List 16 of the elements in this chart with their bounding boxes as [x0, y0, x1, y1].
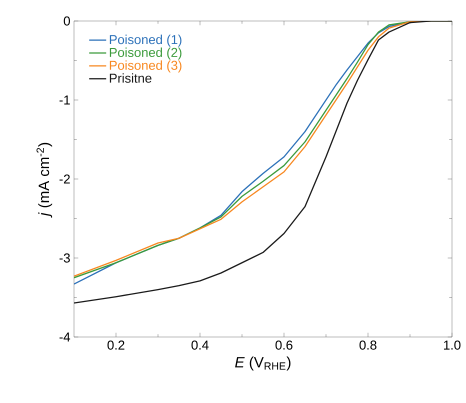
y-tick-label: -3	[60, 253, 70, 263]
legend-label: Prisitne	[110, 73, 152, 83]
legend-label: Poisoned (3)	[110, 60, 182, 72]
x-tick-label: 0.8	[360, 340, 376, 350]
x-tick-label: 0.4	[192, 340, 209, 350]
x-axis-title: E (V$_{RHE}$)	[235, 356, 290, 370]
x-tick-label: 1.0	[444, 340, 461, 350]
y-tick-label: -4	[60, 332, 70, 342]
y-tick-label: -1	[60, 96, 70, 104]
x-tick-label: 0.2	[108, 340, 124, 350]
y-tick-label: 0	[64, 16, 70, 26]
x-tick-label: 0.6	[276, 340, 292, 350]
y-axis-title: j (mA cm$^{-2}$)	[36, 142, 52, 218]
y-tick-label: -2	[60, 174, 70, 184]
legend-label: Poisoned (1)	[110, 34, 182, 47]
legend-label: Poisoned (2)	[110, 48, 182, 60]
